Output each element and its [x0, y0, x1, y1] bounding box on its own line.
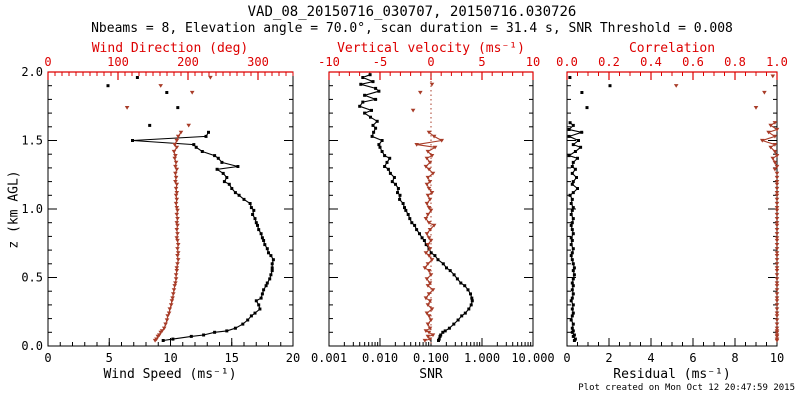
svg-text:4: 4	[647, 351, 654, 365]
svg-text:0: 0	[563, 351, 570, 365]
residual-panel: 0 2 4 6 8 10 0.0 0.2 0.4 0.6 0.8 1.0	[556, 55, 788, 365]
vertical-velocity-axis-label: Vertical velocity (ms⁻¹)	[337, 41, 525, 56]
series-wind-speed-outliers	[106, 76, 180, 127]
snr-panel: 0.001 0.010 0.100 1.000 10.000 -10 -5 0 5 10	[311, 55, 555, 365]
svg-text:1.0: 1.0	[21, 202, 43, 216]
svg-text:100: 100	[107, 55, 129, 69]
series-correlation-lower	[774, 171, 780, 343]
series-residual	[567, 121, 584, 342]
plot-title: VAD_08_20150716_030707, 20150716.030726	[247, 4, 577, 20]
svg-text:0.6: 0.6	[682, 55, 704, 69]
svg-text:200: 200	[177, 55, 199, 69]
wind-direction-axis-label: Wind Direction (deg)	[91, 41, 249, 56]
svg-text:10: 10	[163, 351, 177, 365]
snr-axis-label: SNR	[419, 367, 443, 382]
series-correlation-upper	[760, 121, 780, 172]
residual-axis-label: Residual (ms⁻¹)	[613, 367, 731, 382]
wind-panel-top-axis: 0 100 200 300	[44, 55, 294, 80]
wind-panel-bottom-axis: 0 5 10 15 20	[44, 338, 300, 365]
svg-text:300: 300	[247, 55, 269, 69]
residual-panel-top-axis: 0.0 0.2 0.4 0.6 0.8 1.0	[556, 55, 788, 80]
series-wind-direction-outliers	[124, 75, 213, 128]
residual-panel-y-ticks	[567, 71, 777, 347]
svg-text:1.000: 1.000	[464, 351, 500, 365]
svg-text:15: 15	[225, 351, 239, 365]
svg-text:-10: -10	[318, 55, 340, 69]
residual-panel-bottom-axis: 0 2 4 6 8 10	[563, 338, 784, 365]
svg-text:0.4: 0.4	[640, 55, 662, 69]
snr-panel-top-axis: -10 -5 0 5 10	[318, 55, 540, 80]
wind-panel: 0.00.51.01.52.00 5 10 15 200 100 200 300	[21, 55, 300, 365]
wind-speed-axis-label: Wind Speed (ms⁻¹)	[103, 367, 237, 382]
series-snr	[358, 73, 474, 342]
snr-panel-bottom-axis: 0.001 0.010 0.100 1.000 10.000	[311, 338, 555, 365]
svg-text:0.5: 0.5	[21, 271, 43, 285]
svg-text:0.0: 0.0	[556, 55, 578, 69]
svg-text:-5: -5	[373, 55, 387, 69]
svg-text:6: 6	[689, 351, 696, 365]
svg-text:0: 0	[427, 55, 434, 69]
svg-text:5: 5	[106, 351, 113, 365]
svg-text:5: 5	[478, 55, 485, 69]
svg-text:0.2: 0.2	[598, 55, 620, 69]
plot-subtitle: Nbeams = 8, Elevation angle = 70.0°, sca…	[91, 21, 733, 36]
correlation-axis-label: Correlation	[628, 41, 716, 56]
created-timestamp: Plot created on Mon Oct 12 20:47:59 2015	[578, 383, 795, 393]
series-wind-direction	[152, 130, 184, 343]
svg-text:10.000: 10.000	[511, 351, 554, 365]
svg-text:0.010: 0.010	[362, 351, 398, 365]
series-vertical-velocity	[414, 130, 444, 343]
svg-text:1.5: 1.5	[21, 134, 43, 148]
svg-text:1.0: 1.0	[766, 55, 788, 69]
series-vertical-velocity-outliers	[410, 82, 435, 113]
series-correlation-outliers	[673, 74, 776, 110]
svg-text:10: 10	[526, 55, 540, 69]
svg-text:0.001: 0.001	[311, 351, 347, 365]
wind-panel-y-ticks: 0.0 0.5 1.0 1.5 2.0	[21, 65, 293, 353]
svg-text:20: 20	[286, 351, 300, 365]
svg-text:10: 10	[770, 351, 784, 365]
svg-text:0: 0	[44, 351, 51, 365]
svg-text:2.0: 2.0	[21, 65, 43, 79]
svg-text:0.0: 0.0	[21, 339, 43, 353]
svg-text:0.100: 0.100	[413, 351, 449, 365]
svg-text:2: 2	[605, 351, 612, 365]
series-residual-outliers	[568, 76, 612, 110]
svg-text:8: 8	[731, 351, 738, 365]
svg-text:0: 0	[44, 55, 51, 69]
svg-text:0.8: 0.8	[724, 55, 746, 69]
series-wind-speed	[131, 130, 275, 342]
